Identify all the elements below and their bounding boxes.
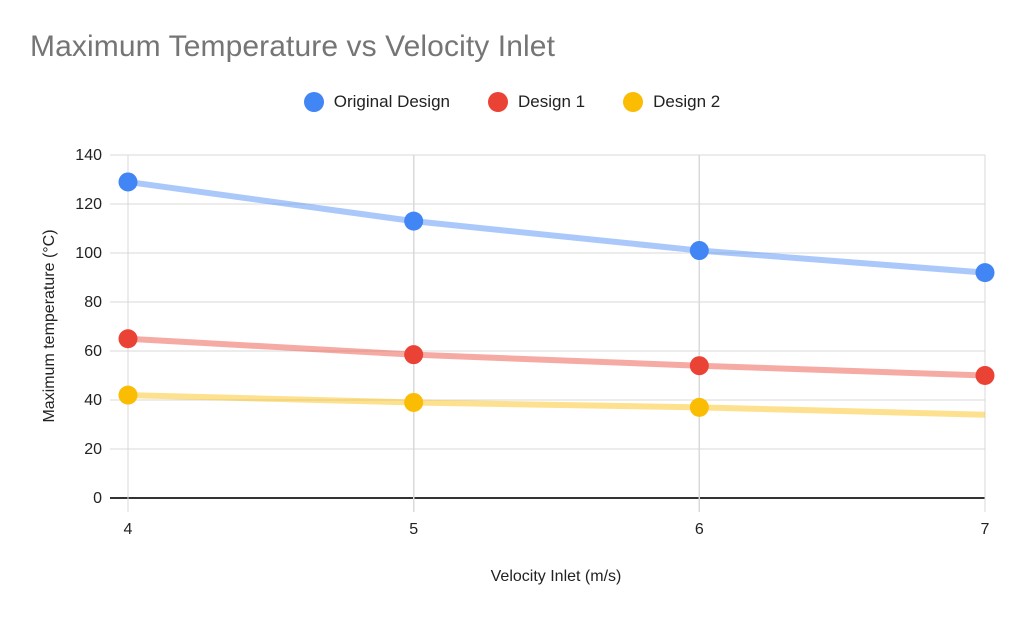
x-axis-tick-label: 5: [409, 521, 418, 538]
y-axis-tick-label: 80: [84, 294, 102, 311]
legend-item-design-1[interactable]: Design 1: [488, 92, 585, 112]
data-point-marker[interactable]: [689, 356, 709, 376]
y-axis-tick-labels: 0 20 40 60 80 100 120 140: [75, 147, 102, 507]
legend-item-original-design[interactable]: Original Design: [303, 92, 450, 112]
chart-title: Maximum Temperature vs Velocity Inlet: [30, 30, 556, 63]
data-point-marker[interactable]: [404, 345, 424, 365]
y-axis-tick-label: 120: [75, 196, 102, 213]
x-axis-tick-label: 4: [124, 521, 133, 538]
data-point-marker[interactable]: [404, 392, 424, 412]
x-axis-tick-label: 6: [695, 521, 704, 538]
series-line: [127, 392, 986, 418]
data-point-marker[interactable]: [118, 172, 138, 192]
data-point-marker[interactable]: [118, 329, 138, 349]
legend-swatch-icon: [303, 92, 324, 112]
data-series-layer: [118, 172, 995, 418]
y-axis-tick-label: 60: [84, 343, 102, 360]
data-point-marker[interactable]: [975, 263, 995, 283]
data-point-marker[interactable]: [404, 211, 424, 231]
legend-item-label: Design 2: [653, 92, 721, 111]
series-line: [127, 178, 986, 276]
legend-item-design-2[interactable]: Design 2: [623, 92, 720, 112]
y-axis-title: Maximum temperature (°C): [41, 229, 58, 422]
legend-swatch-icon: [623, 92, 644, 112]
legend-item-label: Design 1: [518, 92, 586, 111]
x-axis-tick-labels: 4 5 6 7: [124, 521, 990, 538]
data-point-marker[interactable]: [975, 366, 995, 385]
data-point-marker[interactable]: [689, 241, 709, 261]
gridlines: [110, 154, 986, 512]
chart-legend: Original Design Design 1 Design 2: [0, 92, 1024, 112]
legend-swatch-icon: [488, 92, 508, 112]
series-line: [127, 335, 986, 379]
y-axis-tick-label: 40: [84, 392, 102, 409]
y-axis-tick-label: 0: [93, 490, 102, 507]
y-axis-tick-label: 100: [75, 245, 102, 262]
x-axis-title: Velocity Inlet (m/s): [491, 568, 622, 585]
y-axis-tick-label: 20: [84, 441, 102, 458]
data-point-marker[interactable]: [689, 397, 709, 417]
data-point-marker[interactable]: [118, 385, 138, 405]
y-axis-tick-label: 140: [75, 147, 102, 164]
x-axis-tick-label: 7: [981, 521, 990, 538]
legend-item-label: Original Design: [333, 92, 450, 111]
